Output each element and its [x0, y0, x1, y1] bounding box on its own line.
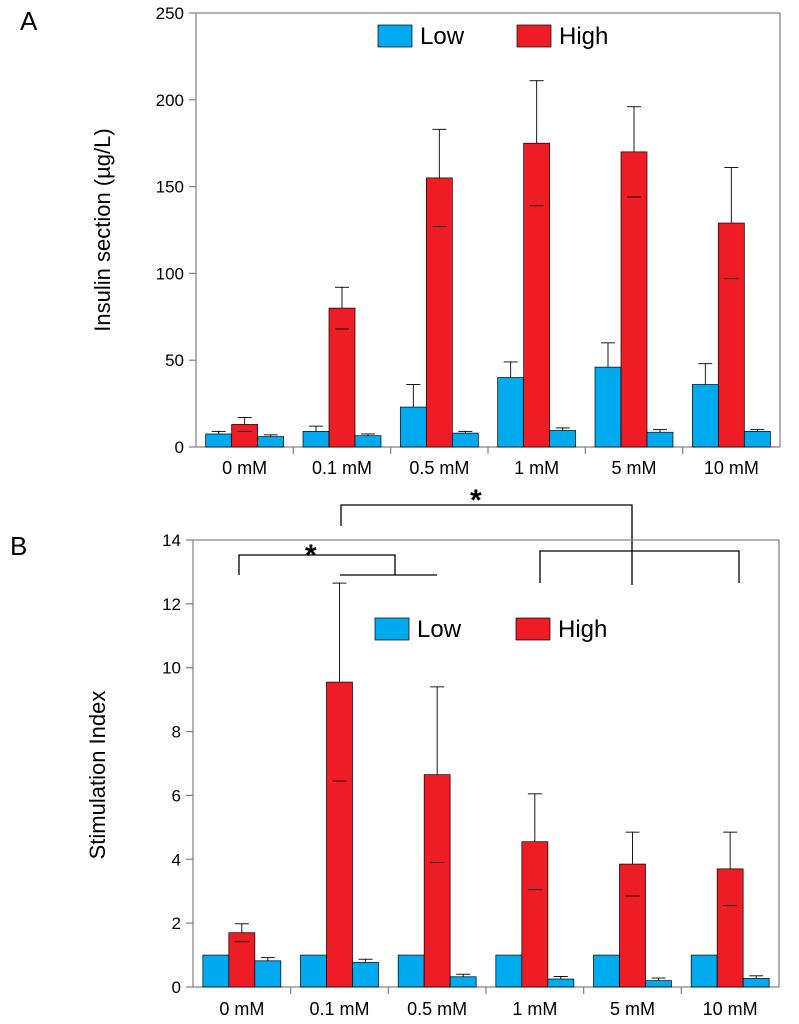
- y-tick-label: 2: [172, 914, 181, 933]
- y-axis-label: Stimulation Index: [85, 691, 110, 860]
- bar-low: [495, 954, 523, 988]
- y-tick-label: 150: [156, 178, 184, 197]
- bar-low: [300, 954, 327, 988]
- bar-high: [716, 868, 744, 988]
- y-tick-label: 4: [172, 850, 181, 869]
- bar-high: [521, 841, 549, 988]
- y-tick-label: 8: [172, 723, 181, 742]
- x-category-label: 5 mM: [612, 458, 657, 478]
- legend-label-high: High: [559, 23, 608, 50]
- y-tick-label: 0: [172, 978, 181, 997]
- bar-low: [205, 433, 233, 448]
- bar-low: [594, 366, 622, 448]
- y-tick-label: 50: [165, 351, 184, 370]
- bar-low-post: [743, 431, 771, 448]
- significance-bracket-left: [238, 554, 437, 576]
- bar-low: [690, 954, 718, 988]
- x-category-label: 0.1 mM: [312, 458, 372, 478]
- bar-low-post: [549, 430, 577, 448]
- y-tick-label: 6: [172, 786, 181, 805]
- bar-low: [691, 384, 719, 448]
- bar-high: [231, 424, 259, 448]
- bar-high: [620, 151, 648, 448]
- bar-low-post: [451, 432, 479, 448]
- bar-low-post: [742, 978, 770, 988]
- x-category-label: 10 mM: [704, 458, 759, 478]
- bar-high: [228, 932, 256, 988]
- bar-high: [717, 222, 745, 448]
- x-category-label: 1 mM: [514, 458, 559, 478]
- y-tick-label: 0: [175, 438, 184, 457]
- bar-low: [302, 431, 330, 448]
- panel-b-label: B: [10, 531, 27, 561]
- bar-low: [399, 406, 427, 448]
- x-category-label: 0 mM: [222, 458, 267, 478]
- legend-label-low: Low: [420, 23, 465, 50]
- legend-swatch-high: [516, 24, 552, 48]
- bar-low-post: [547, 978, 575, 988]
- legend-label-low: Low: [417, 616, 462, 643]
- bar-low-post: [352, 962, 379, 988]
- bar-low-post: [645, 980, 672, 988]
- bar-high: [423, 774, 451, 988]
- y-tick-label: 200: [156, 91, 184, 110]
- panel-a-chart: 0 50 100 150 200 250 Insulin section (µg/L) 0 m…: [90, 4, 781, 478]
- significance-star-left: *: [305, 539, 317, 572]
- x-category-label: 0.5 mM: [407, 999, 467, 1019]
- legend-swatch-high: [515, 617, 551, 641]
- bar-high: [619, 863, 646, 988]
- y-tick-label: 10: [162, 659, 181, 678]
- x-category-label: 5 mM: [610, 999, 655, 1019]
- x-category-label: 0 mM: [219, 999, 264, 1019]
- bar-low-post: [257, 436, 285, 448]
- x-category-label: 1 mM: [512, 999, 557, 1019]
- legend-swatch-low: [374, 617, 410, 641]
- y-tick-label: 250: [156, 4, 184, 23]
- bar-high: [523, 142, 551, 448]
- bar-low: [497, 377, 525, 448]
- x-category-label: 0.1 mM: [309, 999, 369, 1019]
- bar-low-post: [354, 435, 382, 448]
- bar-low: [397, 954, 425, 988]
- x-category-label: 0.5 mM: [409, 458, 469, 478]
- bar-low: [593, 954, 620, 988]
- panel-a-label: A: [20, 6, 38, 36]
- legend-swatch-low: [377, 24, 413, 48]
- bar-low-post: [449, 976, 477, 988]
- bar-low-post: [254, 960, 282, 988]
- y-tick-label: 12: [162, 595, 181, 614]
- bar-low: [202, 954, 230, 988]
- significance-bracket-right: [340, 504, 740, 585]
- plot-frame: [192, 539, 780, 988]
- panel-b-chart: 0 2 4 6 8 10 12 14 Stimulation Index 0 mM 0.1 mM 0.…: [85, 531, 780, 1019]
- x-category-label: 10 mM: [703, 999, 758, 1019]
- bar-high: [326, 681, 353, 988]
- y-axis-label: Insulin section (µg/L): [90, 128, 115, 331]
- y-tick-label: 14: [162, 531, 181, 550]
- significance-star-right: *: [470, 484, 482, 517]
- legend-label-high: High: [558, 616, 607, 643]
- y-tick-label: 100: [156, 264, 184, 283]
- bar-low-post: [646, 431, 674, 448]
- plot-frame: [195, 12, 781, 448]
- bar-high: [425, 177, 453, 448]
